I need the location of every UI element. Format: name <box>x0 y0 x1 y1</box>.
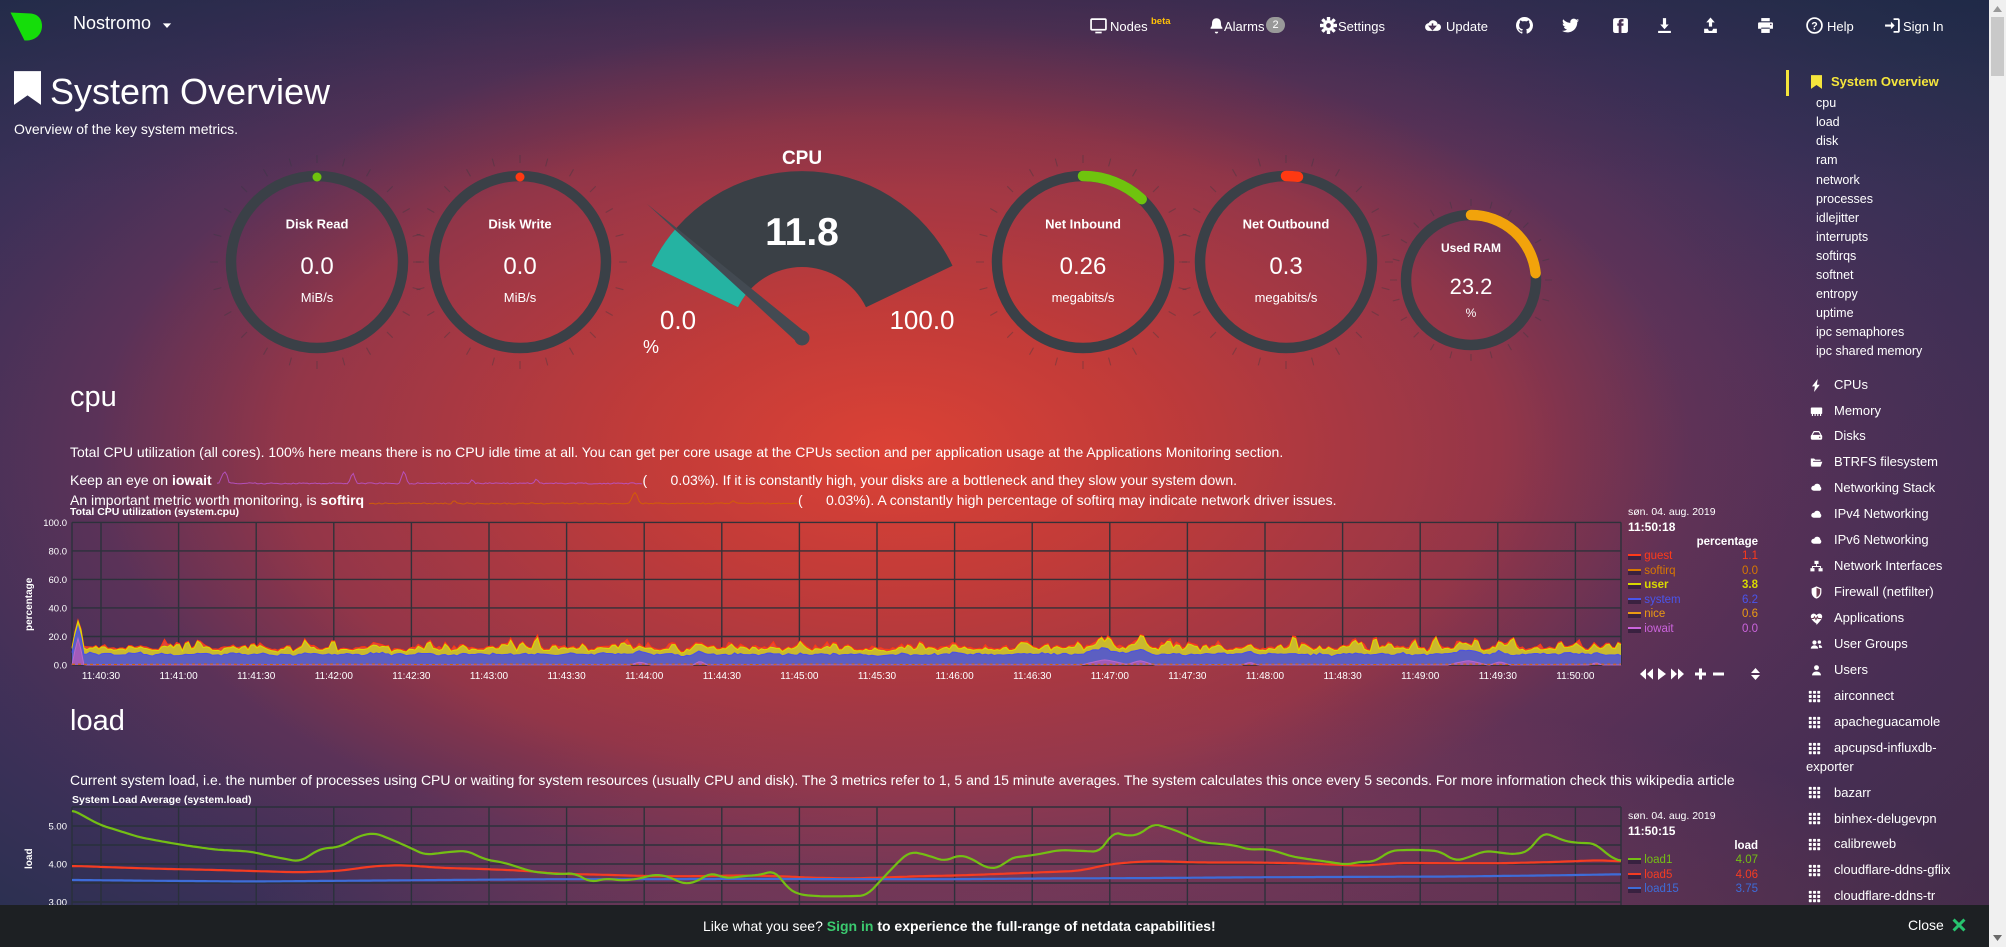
svg-text:11:43:00: 11:43:00 <box>470 671 509 682</box>
svg-text:11:50:00: 11:50:00 <box>1556 671 1595 682</box>
svg-text:11:47:00: 11:47:00 <box>1091 671 1130 682</box>
svg-text:?: ? <box>1811 20 1817 32</box>
svg-text:0.0: 0.0 <box>503 253 536 280</box>
svg-text:megabits/s: megabits/s <box>1052 290 1115 305</box>
svg-text:Disk Write: Disk Write <box>488 217 551 232</box>
svg-text:11:46:30: 11:46:30 <box>1013 671 1052 682</box>
svg-text:%: % <box>1466 306 1477 320</box>
svg-text:11:40:30: 11:40:30 <box>82 671 121 682</box>
svg-text:60.0: 60.0 <box>49 575 68 586</box>
svg-text:CPU: CPU <box>782 148 822 169</box>
svg-text:0.3: 0.3 <box>1269 253 1302 280</box>
svg-text:0.0: 0.0 <box>54 661 67 672</box>
svg-text:Net Outbound: Net Outbound <box>1243 217 1330 232</box>
svg-text:11:48:30: 11:48:30 <box>1324 671 1363 682</box>
svg-text:Disk Read: Disk Read <box>286 217 349 232</box>
svg-text:11:45:30: 11:45:30 <box>858 671 897 682</box>
svg-text:23.2: 23.2 <box>1450 274 1493 299</box>
svg-text:MiB/s: MiB/s <box>504 290 537 305</box>
svg-text:40.0: 40.0 <box>49 603 68 614</box>
svg-text:11:45:00: 11:45:00 <box>780 671 819 682</box>
svg-text:11:49:30: 11:49:30 <box>1479 671 1518 682</box>
svg-text:megabits/s: megabits/s <box>1255 290 1318 305</box>
svg-text:100.0: 100.0 <box>43 518 67 529</box>
svg-text:5.00: 5.00 <box>49 822 68 833</box>
svg-text:11:44:00: 11:44:00 <box>625 671 664 682</box>
svg-text:Used RAM: Used RAM <box>1441 241 1501 255</box>
svg-text:100.0: 100.0 <box>889 305 954 335</box>
svg-text:11:41:00: 11:41:00 <box>160 671 199 682</box>
svg-text:20.0: 20.0 <box>49 632 68 643</box>
svg-text:0.0: 0.0 <box>300 253 333 280</box>
svg-text:11:42:30: 11:42:30 <box>392 671 431 682</box>
svg-text:3.00: 3.00 <box>49 898 68 909</box>
svg-text:11.8: 11.8 <box>765 211 839 254</box>
svg-text:MiB/s: MiB/s <box>301 290 334 305</box>
svg-text:0.26: 0.26 <box>1060 253 1107 280</box>
svg-text:11:44:30: 11:44:30 <box>703 671 742 682</box>
svg-text:80.0: 80.0 <box>49 546 68 557</box>
svg-text:11:42:00: 11:42:00 <box>315 671 354 682</box>
svg-text:%: % <box>643 337 659 357</box>
svg-text:11:49:00: 11:49:00 <box>1401 671 1440 682</box>
svg-text:11:48:00: 11:48:00 <box>1246 671 1285 682</box>
svg-text:11:46:00: 11:46:00 <box>936 671 975 682</box>
svg-text:11:41:30: 11:41:30 <box>237 671 276 682</box>
svg-text:4.00: 4.00 <box>49 860 68 871</box>
svg-text:Net Inbound: Net Inbound <box>1045 217 1121 232</box>
svg-text:0.0: 0.0 <box>660 305 696 335</box>
svg-text:11:43:30: 11:43:30 <box>548 671 587 682</box>
svg-text:11:47:30: 11:47:30 <box>1168 671 1207 682</box>
